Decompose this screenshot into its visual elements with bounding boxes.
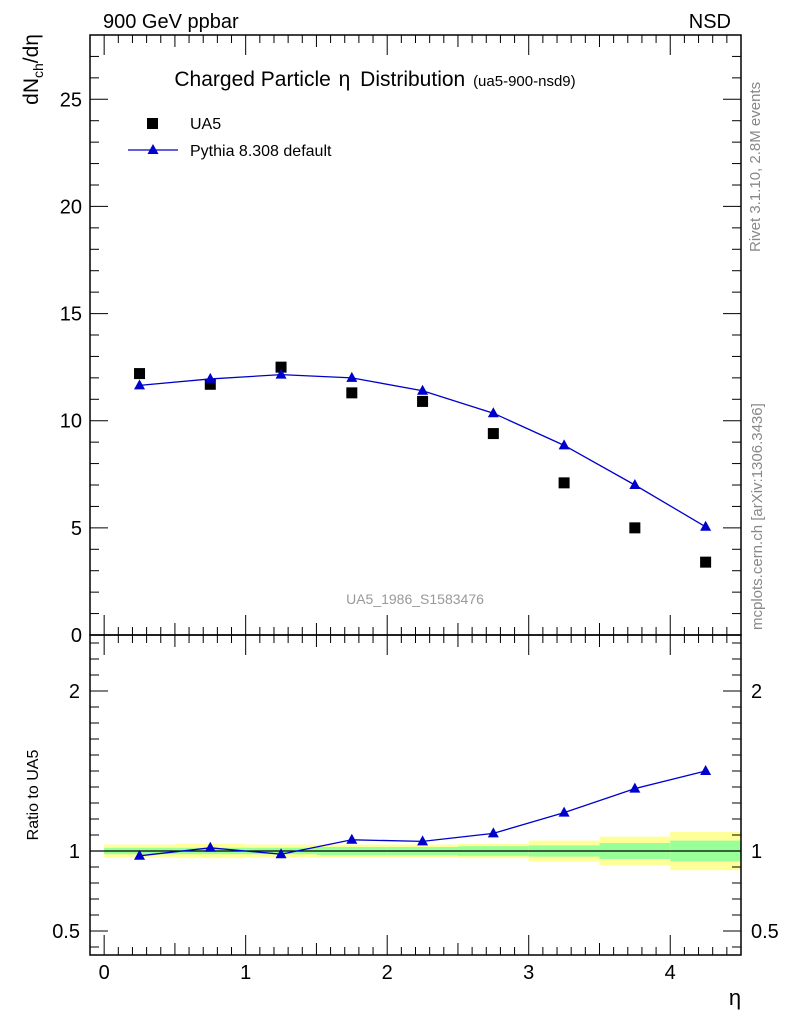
- main-ytick-label: 20: [60, 196, 82, 218]
- ratio-pythia-point: [700, 765, 712, 775]
- ua5-point: [417, 395, 429, 407]
- ratio-ytick-label-right: 0.5: [751, 921, 779, 943]
- pythia-point: [204, 372, 216, 383]
- header-right: NSD: [689, 11, 731, 33]
- legend: UA5 Pythia 8.308 default: [128, 116, 332, 160]
- main-axis-ticks: 0 5 10 15 20 25: [60, 34, 742, 647]
- xtick-label: 1: [240, 962, 251, 984]
- ua5-point: [204, 378, 216, 390]
- ratio-pythia-point: [134, 849, 146, 860]
- pythia-point: [700, 520, 712, 531]
- pythia-point: [417, 384, 429, 395]
- ratio-ylabel: Ratio to UA5: [25, 750, 42, 841]
- watermark: UA5_1986_S1583476: [346, 591, 484, 607]
- xtick-label: 2: [382, 962, 393, 984]
- ratio-ytick-label: 1: [69, 841, 80, 863]
- ua5-point: [487, 428, 499, 440]
- main-panel: 0 5 10 15 20 25 Charged Particle η Distributi…: [20, 34, 742, 647]
- ua5-point: [558, 477, 570, 489]
- ratio-pythia-point: [204, 841, 216, 852]
- main-frame: [89, 34, 742, 636]
- ratio-ytick-label-right: 1: [751, 841, 762, 863]
- rivet-label: Rivet 3.1.10, 2.8M events: [747, 82, 764, 252]
- pythia-point: [558, 439, 570, 450]
- ratio-pythia-point: [275, 848, 287, 859]
- ua5-point: [346, 387, 358, 399]
- main-ytick-label: 5: [71, 518, 82, 540]
- ratio-ytick-label-right: 2: [751, 681, 762, 703]
- ratio-pythia-point: [417, 835, 429, 846]
- ratio-pythia-point: [629, 782, 641, 793]
- ylabel-tail: /dη: [20, 34, 43, 63]
- ylabel-sub: ch: [30, 63, 46, 78]
- xtick-label: 3: [523, 962, 534, 984]
- main-title: Charged Particle η Distribution (ua5-900…: [174, 68, 575, 91]
- ratio-axis-ticks: 0.5 0.5 1 1 2 2 0 1 2 3 4: [52, 635, 779, 984]
- ratio-ytick-label: 0.5: [52, 921, 80, 943]
- mcplots-label: mcplots.cern.ch [arXiv:1306.3436]: [749, 403, 766, 630]
- ratio-series: [134, 765, 712, 860]
- main-ytick-label: 0: [71, 625, 82, 647]
- ua5-point: [700, 556, 712, 568]
- main-series: [134, 361, 712, 568]
- legend-marker-pythia: [147, 144, 159, 154]
- header-left: 900 GeV ppbar: [103, 11, 239, 33]
- pythia-point: [134, 379, 146, 390]
- title-tag: (ua5-900-nsd9): [473, 73, 576, 90]
- pythia-point: [629, 479, 641, 489]
- ylabel-main: dN: [20, 78, 43, 105]
- pythia-point: [487, 407, 499, 418]
- ua5-point: [629, 522, 641, 534]
- pythia-point: [275, 368, 287, 379]
- ratio-pythia-point: [487, 827, 499, 838]
- title-text: Charged Particle: [174, 68, 330, 91]
- legend-label-ua5: UA5: [190, 116, 221, 133]
- ratio-pythia-point: [558, 806, 570, 817]
- main-ytick-label: 25: [60, 89, 82, 111]
- ratio-panel: 0.5 0.5 1 1 2 2 0 1 2 3 4 Ratio to UA5 η: [25, 634, 779, 1010]
- xtick-label: 0: [99, 962, 110, 984]
- main-ytick-label: 15: [60, 304, 82, 326]
- ratio-pythia-point: [346, 833, 358, 844]
- main-ylabel: dNch/dη: [20, 34, 46, 105]
- xtick-label: 4: [665, 962, 676, 984]
- ratio-ytick-label: 2: [69, 681, 80, 703]
- x-axis-label: η: [729, 985, 741, 1010]
- ratio-frame: [89, 634, 742, 956]
- title-suffix: Distribution: [360, 68, 465, 91]
- title-symbol: η: [339, 68, 351, 91]
- legend-marker-ua5: [147, 118, 158, 129]
- legend-label-pythia: Pythia 8.308 default: [190, 143, 332, 160]
- pythia-point: [346, 371, 358, 382]
- main-ytick-label: 10: [60, 411, 82, 433]
- ua5-point: [275, 361, 287, 373]
- ua5-point: [134, 368, 146, 380]
